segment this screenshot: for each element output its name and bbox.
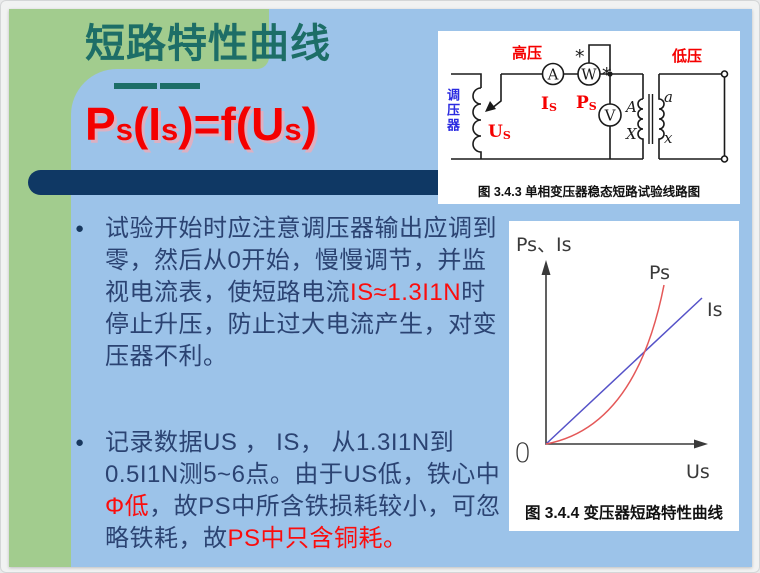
- regulator-coil: [472, 87, 482, 159]
- primary-winding: [637, 98, 644, 159]
- title-banner-shape: [9, 9, 269, 69]
- formula-part: ): [301, 98, 317, 150]
- bullet-text: 试验开始时应注意调压器输出应调到 零，然后从0开始，慢慢调节，并监 视电流表，使…: [105, 213, 511, 373]
- primary-terminal-A-label: A: [624, 98, 637, 116]
- axes: [545, 269, 699, 445]
- bullet-text: 记录数据US ， IS， 从1.3I1N到 0.5I1N测5~6点。由于US低，…: [105, 427, 511, 555]
- formula-sub: s: [115, 112, 133, 147]
- figure1-caption: 图 3.4.3 单相变压器稳态短路试验线路图: [477, 185, 701, 199]
- text-run-highlight: Φ低: [105, 493, 150, 520]
- wattmeter-voltage-loop: [588, 44, 611, 71]
- us-label: US: [488, 122, 511, 142]
- tap-arrowhead: [485, 101, 496, 112]
- text-run: 视电流表，使短路电流: [105, 279, 350, 306]
- formula-part: )=f(U: [178, 98, 285, 150]
- slide-title: 短路特性曲线: [85, 21, 331, 66]
- x-axis-arrowhead: [694, 439, 708, 449]
- voltmeter-letter: V: [604, 107, 617, 125]
- ps-label: PS: [576, 93, 597, 113]
- text-run: 停止升压，防止过大电流产生，对变: [105, 311, 497, 338]
- text-run-highlight: IS≈1.3I1N: [350, 279, 462, 306]
- text-run: 压器不利。: [105, 343, 228, 370]
- ps-curve-label: Ps: [649, 262, 670, 284]
- text-run: 略铁耗，故: [105, 525, 228, 552]
- y-axis-label: Ps、Is: [516, 234, 572, 256]
- figure2-caption: 图 3.4.4 变压器短路特性曲线: [524, 505, 724, 522]
- terminal-x: [720, 155, 729, 163]
- regulator-tap-wire: [491, 74, 502, 110]
- figure-circuit-diagram: 高压 低压 * * A W V IS PS US A X a x 调压器 图 3…: [438, 31, 740, 204]
- secondary-winding: [658, 74, 665, 159]
- formula-sub: s: [284, 112, 302, 147]
- title-underline-dash: [160, 83, 200, 89]
- green-sidebar-shape: [9, 9, 71, 567]
- bullet-marker-icon: ●: [75, 434, 85, 451]
- x-axis-label: Us: [686, 461, 710, 483]
- primary-terminal-X-label: X: [625, 125, 638, 143]
- bullet-marker-icon: ●: [75, 220, 85, 237]
- ammeter-letter: A: [547, 66, 559, 84]
- is-curve-label: Is: [707, 299, 723, 321]
- formula-sub: s: [161, 112, 179, 147]
- bullet-item: ● 试验开始时应注意调压器输出应调到 零，然后从0开始，慢慢调节，并监 视电流表…: [75, 213, 511, 373]
- formula-part: P: [85, 98, 116, 150]
- transformer-core: [648, 94, 654, 144]
- is-label: IS: [541, 94, 557, 114]
- text-run-highlight: PS中只含铜耗。: [227, 525, 408, 552]
- wire: [451, 73, 482, 88]
- high-voltage-label: 高压: [512, 44, 542, 62]
- title-underline-dash: [114, 83, 157, 89]
- slide-canvas: 短路特性曲线 Ps(Is)=f(Us): [9, 9, 752, 567]
- text-run: 记录数据US ， IS， 从1.3I1N到: [105, 429, 455, 456]
- secondary-terminal-a-label: a: [664, 88, 673, 106]
- regulator-label: 调压器: [445, 88, 460, 133]
- low-voltage-label: 低压: [671, 47, 702, 65]
- bullet-item: ● 记录数据US ， IS， 从1.3I1N到 0.5I1N测5~6点。由于US…: [75, 427, 511, 555]
- ps-curve: [545, 284, 665, 445]
- text-run: 零，然后从0开始，慢慢调节，并监: [105, 247, 487, 274]
- formula-part: (I: [132, 98, 162, 150]
- wattmeter-letter: W: [581, 66, 597, 84]
- origin-label: 0: [514, 438, 531, 469]
- secondary-terminal-x-label: x: [664, 129, 673, 147]
- text-run: 试验开始时应注意调压器输出应调到: [105, 215, 497, 242]
- figure-characteristic-curve: Ps、Is 0 Us Ps Is 图 3.4.4 变压器短路特性曲线: [509, 221, 739, 531]
- curve-chart-drawing: Ps、Is 0 Us Ps Is: [514, 234, 723, 483]
- polarity-star-icon: *: [602, 64, 612, 86]
- text-run: 0.5I1N测5~6点。由于US低，铁心中: [105, 461, 501, 488]
- terminal-a: [720, 70, 729, 78]
- divider-bar: [28, 170, 456, 195]
- is-line: [545, 297, 703, 445]
- circuit-diagram-drawing: 高压 低压 * * A W V IS PS US A X a x: [451, 44, 729, 163]
- formula-text: Ps(Is)=f(Us): [85, 99, 317, 150]
- junction-dot: [607, 71, 613, 77]
- polarity-star-icon: *: [575, 46, 585, 68]
- text-run: 时: [461, 279, 486, 306]
- y-axis-arrowhead: [541, 260, 551, 275]
- text-run: ，故PS中所含铁损耗较小，可忽: [149, 493, 501, 520]
